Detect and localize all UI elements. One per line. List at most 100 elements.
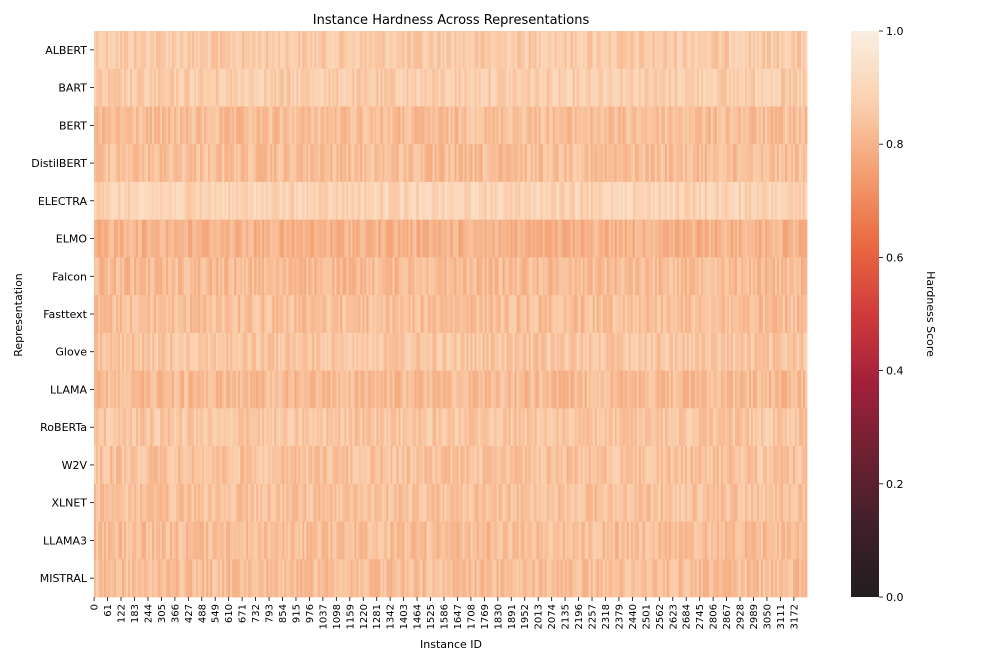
heatmap-cell <box>596 332 600 371</box>
heatmap-cell <box>224 144 227 183</box>
heatmap-cell <box>448 295 451 334</box>
heatmap-cell <box>570 295 574 334</box>
heatmap-cell <box>260 106 263 145</box>
heatmap-cell <box>706 144 710 183</box>
heatmap-cell <box>288 408 291 447</box>
heatmap-cell <box>254 446 257 485</box>
heatmap-cell <box>444 219 447 258</box>
heatmap-cell <box>380 68 383 107</box>
heatmap-cell <box>606 446 610 485</box>
heatmap-cell <box>128 219 131 258</box>
heatmap-cell <box>710 144 714 183</box>
heatmap-cell <box>216 68 219 107</box>
heatmap-cell <box>276 219 279 258</box>
heatmap-cell <box>708 295 712 334</box>
heatmap-cell <box>716 144 720 183</box>
heatmap-cell <box>664 408 668 447</box>
heatmap-cell <box>768 31 772 70</box>
heatmap-cell <box>660 446 664 485</box>
heatmap-cell <box>334 370 337 409</box>
heatmap-cell <box>570 332 574 371</box>
heatmap-cell <box>234 408 237 447</box>
heatmap-cell <box>598 408 602 447</box>
heatmap-cell <box>468 31 471 70</box>
heatmap-cell <box>336 68 339 107</box>
heatmap-cell <box>794 219 798 258</box>
heatmap-cell <box>398 106 401 145</box>
heatmap-cell <box>366 257 369 296</box>
heatmap-cell <box>802 408 806 447</box>
heatmap-cell <box>572 31 576 70</box>
heatmap-cell <box>136 483 139 522</box>
heatmap-cell <box>584 408 588 447</box>
heatmap-cell <box>240 446 243 485</box>
heatmap-cell <box>522 257 525 296</box>
heatmap-cell <box>544 446 548 485</box>
heatmap-cell <box>476 370 479 409</box>
heatmap-cell <box>680 332 684 371</box>
heatmap-cell <box>266 31 269 70</box>
heatmap-cell <box>732 332 736 371</box>
heatmap-cell <box>234 483 237 522</box>
heatmap-cell <box>192 332 195 371</box>
heatmap-cell <box>514 106 517 145</box>
heatmap-cell <box>566 295 570 334</box>
heatmap-cell <box>206 219 209 258</box>
heatmap-cell <box>394 257 397 296</box>
heatmap-cell <box>630 257 634 296</box>
heatmap-cell <box>534 332 538 371</box>
heatmap-cell <box>602 68 606 107</box>
heatmap-cell <box>140 181 143 221</box>
heatmap-cell <box>638 106 642 145</box>
heatmap-cell <box>356 219 359 258</box>
heatmap-cell <box>746 144 750 183</box>
heatmap-cell <box>470 370 473 409</box>
heatmap-cell <box>612 446 616 485</box>
heatmap-cell <box>400 219 403 258</box>
heatmap-cell <box>184 106 187 145</box>
heatmap-cell <box>540 483 544 522</box>
heatmap-cell <box>404 219 407 258</box>
heatmap-cell <box>146 332 149 371</box>
heatmap-cell <box>256 446 259 485</box>
heatmap-cell <box>798 446 802 485</box>
heatmap-cell <box>310 181 313 221</box>
heatmap-cell <box>408 219 411 258</box>
heatmap-cell <box>136 446 139 485</box>
heatmap-cell <box>486 31 489 70</box>
heatmap-cell <box>214 483 217 522</box>
heatmap-cell <box>350 181 353 221</box>
heatmap-cell <box>572 521 576 560</box>
heatmap-cell <box>534 521 538 560</box>
heatmap-cell <box>218 68 221 107</box>
heatmap-cell <box>282 521 285 560</box>
heatmap-cell <box>132 68 135 107</box>
heatmap-cell <box>776 181 780 221</box>
heatmap-cell <box>288 106 291 145</box>
heatmap-cell <box>654 370 658 409</box>
heatmap-cell <box>696 295 700 334</box>
heatmap-cell <box>626 446 630 485</box>
heatmap-cell <box>452 370 455 409</box>
heatmap-cell <box>288 257 291 296</box>
heatmap-cell <box>504 521 507 560</box>
heatmap-cell <box>102 68 105 107</box>
heatmap-cell <box>704 370 708 409</box>
heatmap-cell <box>166 31 169 70</box>
heatmap-cell <box>248 408 251 447</box>
heatmap-cell <box>186 219 189 258</box>
heatmap-cell <box>422 408 425 447</box>
heatmap-cell <box>750 332 754 371</box>
heatmap-cell <box>694 106 698 145</box>
heatmap-cell <box>790 31 794 70</box>
heatmap-cell <box>238 408 241 447</box>
heatmap-cell <box>314 144 317 183</box>
heatmap-cell <box>244 521 247 560</box>
heatmap-cell <box>176 31 179 70</box>
heatmap-cell <box>474 68 477 107</box>
heatmap-cell <box>656 446 660 485</box>
heatmap-cell <box>240 332 243 371</box>
heatmap-cell <box>190 483 193 522</box>
heatmap-cell <box>544 181 548 221</box>
heatmap-cell <box>530 370 534 409</box>
